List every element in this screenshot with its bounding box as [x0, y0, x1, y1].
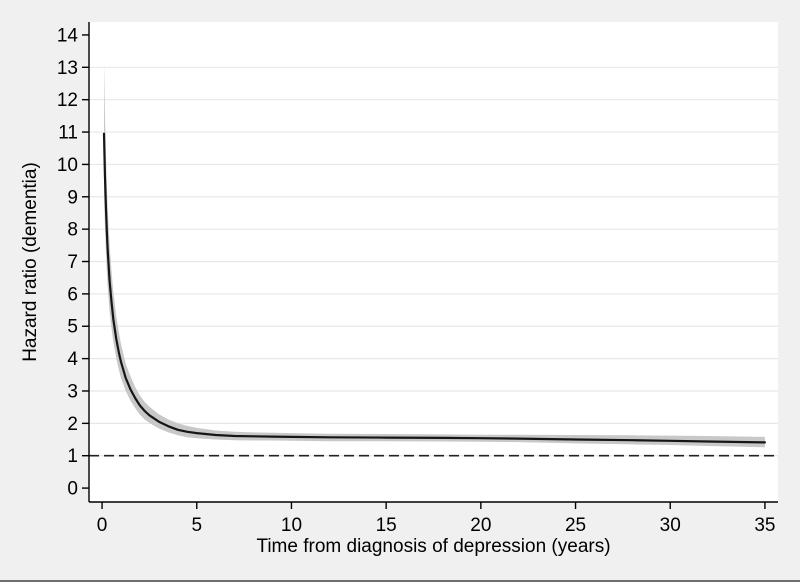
x-tick-label: 30	[660, 515, 681, 536]
x-tick-label: 20	[470, 515, 491, 536]
x-tick-label: 10	[281, 515, 302, 536]
x-tick-label: 15	[376, 515, 397, 536]
y-tick-label: 2	[67, 414, 78, 435]
x-axis-title: Time from diagnosis of depression (years…	[256, 536, 611, 557]
y-tick-label: 1	[67, 446, 78, 467]
hazard-ratio-line	[102, 132, 766, 444]
y-tick-label: 10	[57, 155, 78, 176]
y-axis-title: Hazard ratio (dementia)	[20, 162, 41, 362]
y-tick-label: 13	[57, 58, 78, 79]
x-tick-label: 0	[97, 515, 108, 536]
y-tick-label: 11	[58, 123, 78, 144]
y-tick-label: 5	[67, 317, 78, 338]
y-tick-label: 7	[67, 252, 78, 273]
bottom-window-edge	[0, 580, 800, 582]
x-tick-label: 25	[565, 515, 586, 536]
y-tick-label: 4	[67, 349, 78, 370]
y-tick-label: 9	[67, 187, 78, 208]
y-tick-label: 3	[67, 381, 78, 402]
y-tick-label: 14	[57, 25, 79, 46]
y-tick-label: 12	[57, 90, 78, 111]
y-tick-label: 8	[67, 220, 78, 241]
y-tick-label: 0	[67, 479, 78, 500]
x-tick-label: 35	[754, 515, 775, 536]
x-tick-label: 5	[191, 515, 202, 536]
y-tick-label: 6	[67, 284, 78, 305]
